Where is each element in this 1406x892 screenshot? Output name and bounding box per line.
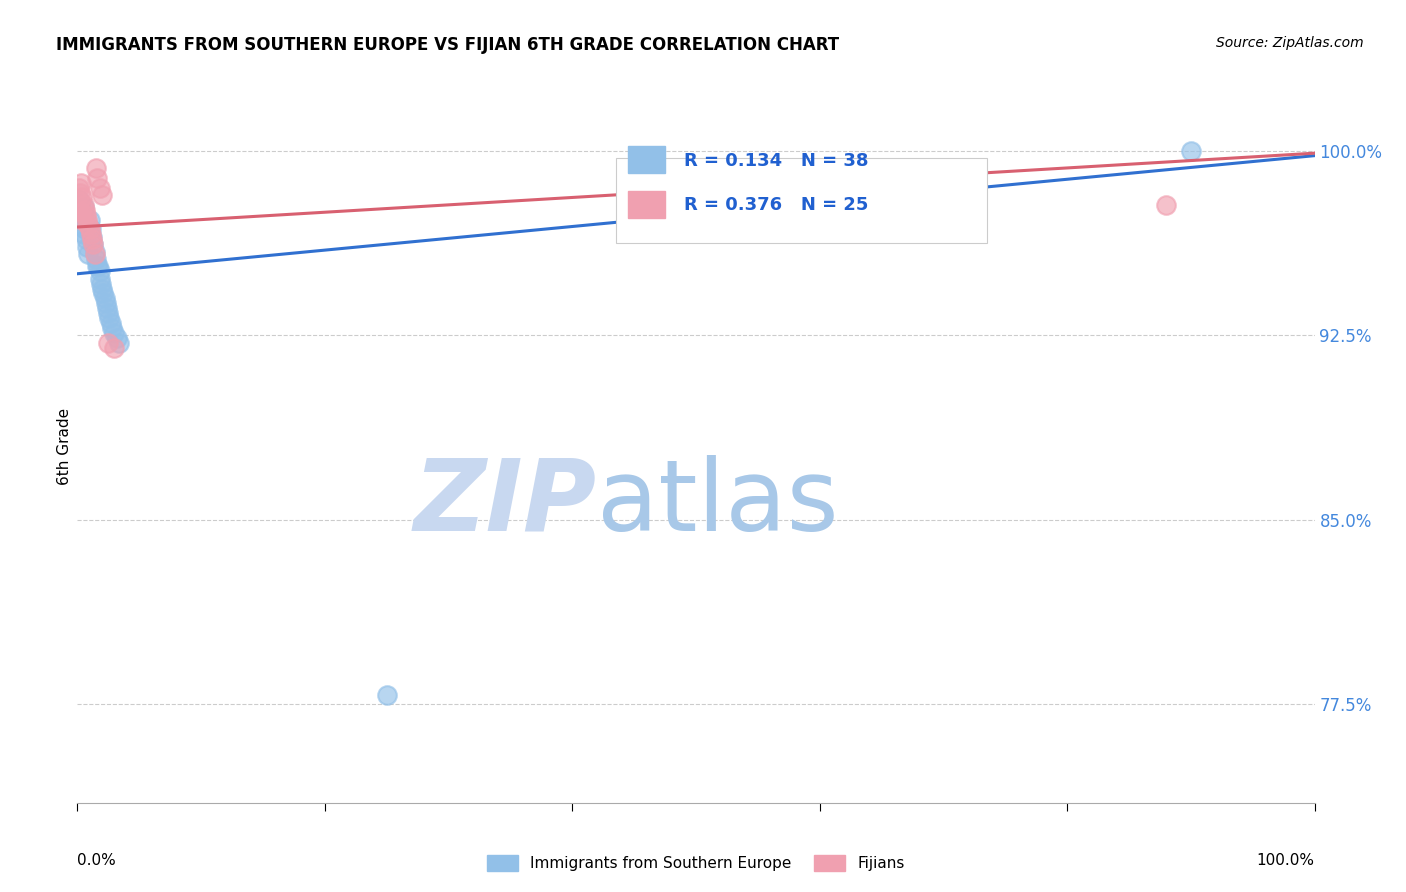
Point (91, 281, 114, 295)
Point (75, 208, 97, 222)
Point (91, 286, 114, 301)
Point (86, 260, 108, 274)
Point (72, 219, 94, 234)
Point (70, 212, 93, 227)
Point (72, 200, 94, 214)
FancyBboxPatch shape (616, 159, 987, 243)
Point (89, 271, 111, 285)
Point (72, 190, 94, 204)
Text: atlas: atlas (598, 455, 838, 551)
Point (808, 161, 831, 175)
Point (67, 193, 90, 207)
Text: 0.0%: 0.0% (77, 853, 117, 868)
Point (69, 186, 91, 200)
Point (94, 296, 117, 310)
Point (76, 212, 98, 227)
Point (72, 208, 94, 222)
Point (89, 180, 111, 194)
Point (103, 341, 125, 355)
Point (80, 222, 103, 236)
Point (79, 222, 101, 236)
Point (82, 230, 104, 244)
Point (75, 232, 97, 246)
Point (72, 227, 94, 242)
Point (76, 240, 98, 254)
Point (72, 198, 94, 212)
Point (84, 252, 107, 266)
Text: ZIP: ZIP (413, 455, 598, 551)
Text: 100.0%: 100.0% (1257, 853, 1315, 868)
Point (97, 335, 120, 350)
Point (70, 205, 93, 219)
Point (86, 170, 108, 185)
Point (67, 180, 90, 194)
Text: Source: ZipAtlas.com: Source: ZipAtlas.com (1216, 36, 1364, 50)
FancyBboxPatch shape (628, 146, 665, 173)
Point (101, 321, 124, 335)
Point (77, 218, 100, 232)
Legend: Immigrants from Southern Europe, Fijians: Immigrants from Southern Europe, Fijians (481, 849, 911, 877)
Point (375, 688, 398, 702)
Point (82, 232, 104, 246)
Point (69, 205, 91, 219)
Text: R = 0.376   N = 25: R = 0.376 N = 25 (683, 196, 868, 214)
Point (91, 188, 114, 202)
Point (105, 331, 128, 345)
Text: IMMIGRANTS FROM SOUTHERN EUROPE VS FIJIAN 6TH GRADE CORRELATION CHART: IMMIGRANTS FROM SOUTHERN EUROPE VS FIJIA… (56, 36, 839, 54)
Point (108, 335, 131, 350)
Point (73, 202, 96, 217)
Point (93, 291, 115, 305)
Point (1180, 144, 1202, 158)
Point (87, 260, 110, 274)
Point (1154, 198, 1177, 212)
Point (82, 237, 104, 252)
Point (73, 222, 96, 236)
Point (98, 311, 121, 326)
Point (96, 301, 118, 316)
Point (84, 161, 107, 175)
Point (72, 212, 94, 227)
Text: R = 0.134   N = 38: R = 0.134 N = 38 (683, 152, 868, 169)
Point (100, 316, 122, 330)
Point (90, 277, 112, 291)
Point (103, 326, 125, 340)
Y-axis label: 6th Grade: 6th Grade (56, 408, 72, 484)
Point (82, 237, 104, 252)
Point (97, 306, 120, 320)
FancyBboxPatch shape (628, 191, 665, 218)
Point (70, 176, 93, 190)
Point (77, 247, 100, 261)
Point (70, 202, 93, 217)
Point (83, 247, 105, 261)
Point (79, 212, 101, 227)
Point (69, 198, 91, 212)
Point (80, 227, 103, 242)
Point (83, 244, 105, 259)
Point (89, 264, 111, 278)
Point (69, 195, 91, 210)
